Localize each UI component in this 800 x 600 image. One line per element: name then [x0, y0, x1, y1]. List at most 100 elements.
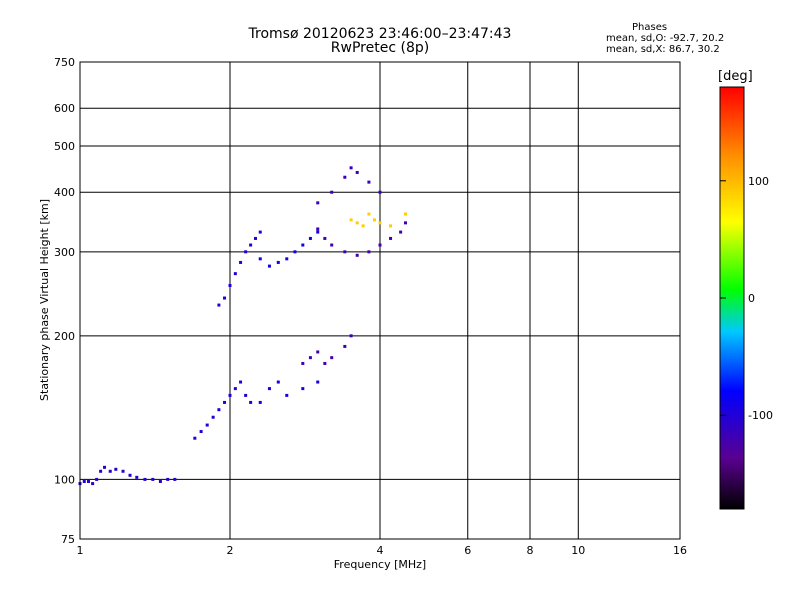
- phase-stats-o-mode: mean, sd,O: -92.7, 20.2: [606, 33, 725, 44]
- phase-stats-header: Phases: [632, 22, 668, 33]
- data-point: [378, 221, 382, 225]
- data-point: [228, 283, 232, 287]
- data-point: [361, 224, 365, 228]
- trace: [349, 212, 407, 228]
- data-point: [158, 479, 162, 483]
- colorbar-tick-label: 100: [748, 175, 769, 188]
- data-point: [99, 469, 103, 473]
- data-point: [267, 387, 271, 391]
- trace: [316, 221, 407, 257]
- echo-points: [78, 166, 407, 486]
- data-point: [330, 190, 334, 194]
- data-point: [114, 467, 118, 471]
- data-point: [217, 303, 221, 307]
- data-point: [223, 400, 227, 404]
- data-point: [378, 190, 382, 194]
- y-tick-label: 500: [54, 140, 75, 153]
- data-point: [343, 250, 347, 254]
- data-point: [316, 201, 320, 205]
- data-point: [103, 465, 107, 469]
- data-point: [349, 166, 353, 170]
- data-point: [205, 423, 209, 427]
- data-point: [244, 393, 248, 397]
- data-point: [276, 380, 280, 384]
- data-point: [258, 400, 262, 404]
- data-point: [258, 230, 262, 234]
- data-point: [308, 236, 312, 240]
- data-point: [403, 221, 407, 225]
- data-point: [389, 224, 393, 228]
- y-tick-label: 600: [54, 102, 75, 115]
- data-point: [330, 243, 334, 247]
- data-point: [228, 393, 232, 397]
- data-point: [373, 218, 377, 222]
- x-tick-label: 10: [571, 544, 585, 557]
- chart-subtitle: RwPretec (8p): [330, 40, 430, 56]
- plot-frame: [79, 61, 681, 540]
- data-point: [193, 436, 197, 440]
- trace: [301, 334, 353, 365]
- data-point: [355, 253, 359, 257]
- data-point: [121, 469, 125, 473]
- data-point: [301, 387, 305, 391]
- data-point: [239, 260, 243, 264]
- data-point: [316, 230, 320, 234]
- data-point: [151, 477, 155, 481]
- data-point: [308, 356, 312, 360]
- data-point: [217, 408, 221, 412]
- y-tick-label: 400: [54, 186, 75, 199]
- data-point: [349, 334, 353, 338]
- trace: [258, 230, 320, 268]
- y-tick-label: 750: [54, 56, 75, 69]
- data-point: [343, 344, 347, 348]
- data-point: [323, 361, 327, 365]
- data-point: [367, 212, 371, 216]
- data-point: [233, 272, 237, 276]
- data-point: [399, 230, 403, 234]
- x-tick-label: 8: [527, 544, 534, 557]
- data-point: [267, 264, 271, 268]
- data-point: [143, 477, 147, 481]
- data-point: [367, 180, 371, 184]
- data-point: [343, 175, 347, 179]
- colorbar-ticks: 100 0 -100: [720, 175, 773, 422]
- data-point: [244, 250, 248, 254]
- chart-title: Tromsø 20120623 23:46:00–23:47:43: [248, 26, 512, 42]
- data-point: [239, 380, 243, 384]
- data-point: [199, 430, 203, 434]
- data-point: [223, 296, 227, 300]
- trace: [78, 465, 177, 486]
- data-point: [293, 250, 297, 254]
- trace: [316, 166, 382, 205]
- data-point: [330, 356, 334, 360]
- y-tick-label: 100: [54, 473, 75, 486]
- data-point: [82, 479, 86, 483]
- data-point: [233, 387, 237, 391]
- data-point: [276, 260, 280, 264]
- data-point: [316, 350, 320, 354]
- data-point: [95, 477, 99, 481]
- y-tick-label: 75: [61, 533, 75, 546]
- data-point: [301, 243, 305, 247]
- data-point: [316, 227, 320, 231]
- data-point: [166, 477, 170, 481]
- axis-ticks: 1 2 4 6 8 10 16 75 100 200 300 400 500 600 750: [54, 56, 687, 557]
- data-point: [285, 393, 289, 397]
- trace: [258, 380, 320, 404]
- data-point: [301, 361, 305, 365]
- data-point: [249, 400, 253, 404]
- data-point: [355, 221, 359, 225]
- data-point: [173, 477, 177, 481]
- grid-lines: [80, 62, 680, 539]
- data-point: [389, 236, 393, 240]
- colorbar-title: [deg]: [718, 69, 753, 84]
- x-tick-label: 16: [673, 544, 687, 557]
- data-point: [323, 236, 327, 240]
- colorbar-tick-label: -100: [748, 409, 773, 422]
- data-point: [91, 482, 95, 486]
- data-point: [316, 380, 320, 384]
- x-tick-label: 6: [464, 544, 471, 557]
- data-point: [253, 236, 257, 240]
- data-point: [249, 243, 253, 247]
